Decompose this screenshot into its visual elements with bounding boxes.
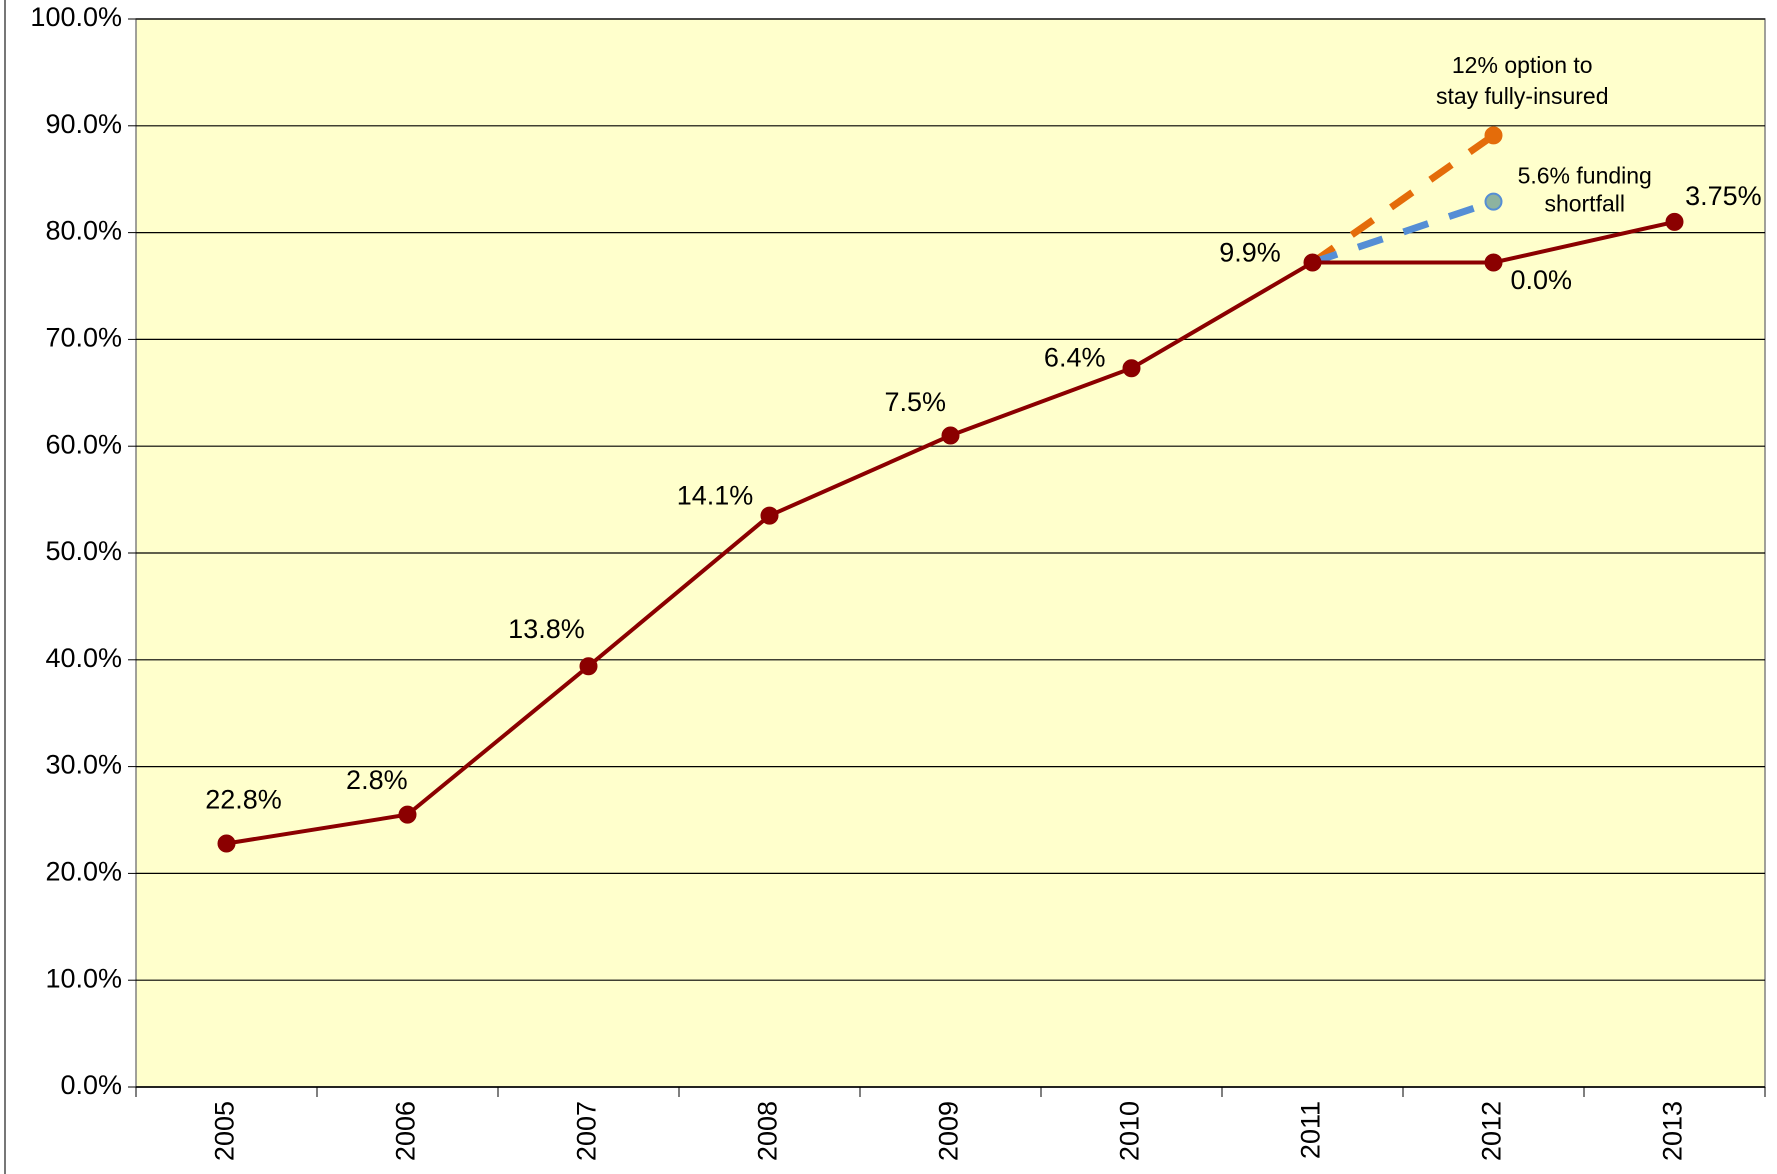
y-tick-label: 30.0% [45, 750, 122, 780]
y-tick-label: 10.0% [45, 963, 122, 993]
x-tick-label: 2009 [934, 1101, 964, 1161]
data-label: 6.4% [1044, 342, 1106, 372]
y-tick-label: 50.0% [45, 536, 122, 566]
point [1484, 253, 1503, 272]
data-label: 14.1% [677, 481, 754, 511]
point [1484, 126, 1503, 145]
annotation: stay fully-insured [1436, 83, 1609, 109]
y-tick-label: 80.0% [45, 216, 122, 246]
point [1303, 253, 1322, 272]
data-label: 22.8% [205, 785, 282, 815]
point [398, 805, 417, 824]
x-tick-label: 2007 [572, 1101, 602, 1161]
data-label: 9.9% [1219, 238, 1281, 268]
y-tick-label: 0.0% [60, 1070, 122, 1100]
y-tick-label: 70.0% [45, 323, 122, 353]
data-label: 7.5% [885, 387, 947, 417]
data-label: 3.75% [1685, 181, 1762, 211]
data-label: 13.8% [508, 614, 585, 644]
x-tick-label: 2011 [1296, 1101, 1326, 1159]
x-tick-label: 2013 [1658, 1101, 1688, 1161]
annotation: 5.6% funding [1518, 162, 1652, 188]
annotation: shortfall [1544, 191, 1625, 217]
y-tick-label: 60.0% [45, 429, 122, 459]
data-label: 0.0% [1510, 265, 1572, 295]
point [1122, 359, 1141, 378]
y-tick-label: 20.0% [45, 857, 122, 887]
y-tick-label: 40.0% [45, 643, 122, 673]
point [217, 834, 236, 853]
x-tick-label: 2012 [1477, 1101, 1507, 1161]
series-line [1311, 198, 1495, 266]
annotation: 12% option to [1452, 52, 1593, 78]
x-tick-label: 2010 [1115, 1101, 1145, 1161]
x-tick-label: 2005 [210, 1101, 240, 1161]
y-tick-label: 100.0% [30, 2, 122, 32]
point [1665, 212, 1684, 231]
point [760, 506, 779, 525]
point [579, 657, 598, 676]
point [941, 426, 960, 445]
x-tick-label: 2006 [391, 1101, 421, 1161]
y-tick-label: 90.0% [45, 109, 122, 139]
series-line [1310, 132, 1496, 266]
point [1484, 192, 1503, 211]
x-tick-label: 2008 [753, 1101, 783, 1161]
data-label: 2.8% [346, 765, 408, 795]
